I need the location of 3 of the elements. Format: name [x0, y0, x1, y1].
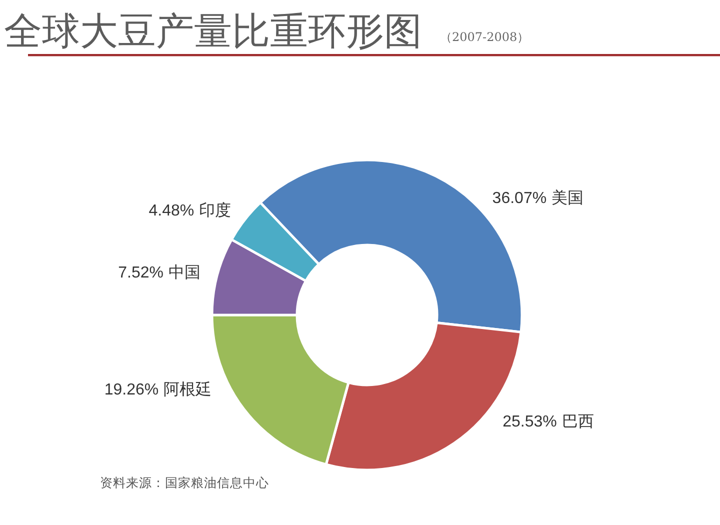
subtitle: （2007-2008） — [440, 30, 530, 44]
annotation: 资料来源：国家粮油信息中心 — [100, 476, 269, 490]
title: 全球大豆产量比重环形图 — [4, 11, 422, 53]
